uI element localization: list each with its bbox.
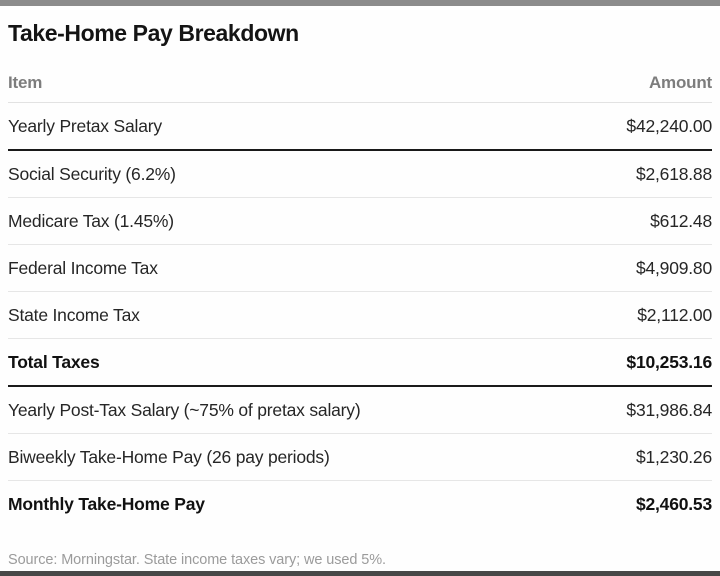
table-row: Biweekly Take-Home Pay (26 pay periods) … xyxy=(8,434,712,481)
item-cell: Social Security (6.2%) xyxy=(8,163,176,184)
item-cell: Yearly Post-Tax Salary (~75% of pretax s… xyxy=(8,399,361,420)
column-header-amount: Amount xyxy=(648,73,712,92)
table-row: Medicare Tax (1.45%) $612.48 xyxy=(8,198,712,245)
amount-cell: $1,230.26 xyxy=(635,446,712,467)
table-row: State Income Tax $2,112.00 xyxy=(8,292,712,339)
table-row-monthly-take-home: Monthly Take-Home Pay $2,460.53 xyxy=(8,481,712,527)
table-content: Take-Home Pay Breakdown Item Amount Year… xyxy=(0,6,720,568)
amount-cell: $2,112.00 xyxy=(637,304,712,325)
bottom-border-bar xyxy=(0,571,720,576)
amount-cell: $2,460.53 xyxy=(635,493,712,514)
item-cell: Monthly Take-Home Pay xyxy=(8,493,205,514)
amount-cell: $612.48 xyxy=(650,210,712,231)
table-row: Federal Income Tax $4,909.80 xyxy=(8,245,712,292)
page-title: Take-Home Pay Breakdown xyxy=(8,20,299,46)
item-cell: Yearly Pretax Salary xyxy=(8,115,162,136)
table-row: Yearly Post-Tax Salary (~75% of pretax s… xyxy=(8,387,712,434)
top-border-bar xyxy=(0,0,720,6)
table-row: Yearly Pretax Salary $42,240.00 xyxy=(8,103,712,151)
item-cell: Federal Income Tax xyxy=(8,257,158,278)
item-cell: State Income Tax xyxy=(8,304,140,325)
item-cell: Total Taxes xyxy=(8,351,100,372)
item-cell: Biweekly Take-Home Pay (26 pay periods) xyxy=(8,446,330,467)
column-header-item: Item xyxy=(8,73,43,92)
amount-cell: $31,986.84 xyxy=(626,399,712,420)
amount-cell: $10,253.16 xyxy=(626,351,712,372)
table-header-row: Item Amount xyxy=(8,47,712,103)
amount-cell: $4,909.80 xyxy=(635,257,712,278)
source-note: Source: Morningstar. State income taxes … xyxy=(8,552,386,568)
table-row: Social Security (6.2%) $2,618.88 xyxy=(8,151,712,198)
table-row-total-taxes: Total Taxes $10,253.16 xyxy=(8,339,712,387)
item-cell: Medicare Tax (1.45%) xyxy=(8,210,174,231)
amount-cell: $42,240.00 xyxy=(626,115,712,136)
amount-cell: $2,618.88 xyxy=(635,163,712,184)
